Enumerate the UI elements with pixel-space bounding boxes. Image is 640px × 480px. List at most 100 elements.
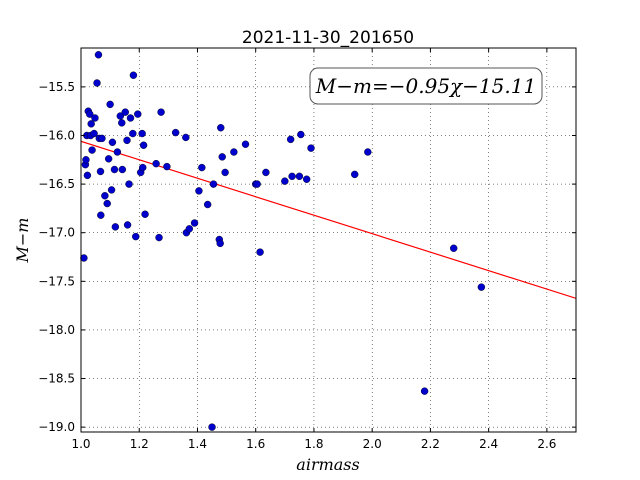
data-point	[83, 171, 92, 180]
data-point	[129, 129, 137, 138]
data-point	[94, 51, 103, 59]
data-point	[110, 165, 119, 174]
x-tick-label: 2.0	[363, 437, 382, 451]
data-point	[450, 244, 458, 252]
data-point	[88, 146, 96, 154]
y-tick-label: −19.0	[38, 420, 75, 434]
x-tick-labels: 1.0 1.2 1.4 1.6 1.8 2.0 2.2 2.4 2.6	[71, 437, 556, 451]
x-tick-label: 1.2	[130, 437, 149, 451]
data-point	[113, 148, 122, 156]
data-point	[253, 180, 261, 188]
equation-annotation: M−m=−0.95χ−15.11	[309, 67, 543, 105]
data-point	[307, 144, 315, 152]
data-point	[139, 141, 148, 149]
data-point	[86, 110, 94, 118]
data-point	[82, 156, 90, 164]
data-point	[101, 192, 109, 200]
data-point	[125, 180, 133, 188]
data-point	[295, 172, 304, 181]
y-tick-label: −16.0	[38, 128, 75, 142]
data-point	[203, 200, 212, 209]
data-point	[163, 162, 171, 171]
data-point	[123, 221, 132, 229]
data-point	[87, 120, 95, 128]
data-point	[281, 177, 289, 185]
data-point	[91, 114, 99, 122]
data-point	[129, 71, 138, 79]
data-point	[132, 232, 140, 241]
data-point	[138, 129, 146, 138]
data-point	[111, 223, 120, 231]
grid-lines	[80, 48, 576, 432]
y-tick-labels: −15.5 −16.0 −16.5 −17.0 −17.5 −18.0 −18.5 −19.0	[38, 80, 75, 434]
y-tick-label: −16.5	[38, 177, 75, 191]
data-point	[103, 199, 111, 208]
data-point	[152, 159, 160, 168]
data-point	[118, 119, 126, 127]
data-point	[302, 175, 311, 183]
x-tick-label: 1.6	[246, 437, 265, 451]
data-point	[297, 130, 305, 139]
data-point	[364, 148, 372, 156]
data-point	[171, 128, 180, 137]
data-point	[185, 225, 194, 233]
data-point	[134, 110, 142, 118]
x-tick-label: 1.8	[304, 437, 323, 451]
data-points	[80, 51, 486, 431]
data-point	[80, 254, 88, 262]
plot-frame	[80, 47, 577, 433]
x-tick-label: 2.2	[421, 437, 440, 451]
data-point	[420, 387, 429, 395]
x-axis-label: airmass	[296, 455, 359, 474]
data-point	[107, 186, 116, 194]
data-point	[198, 163, 206, 172]
data-point	[208, 423, 216, 431]
data-point	[123, 136, 131, 145]
y-axis-label: M−m	[13, 218, 32, 264]
data-point	[108, 138, 117, 146]
data-point	[104, 155, 113, 163]
data-point	[256, 248, 264, 256]
data-point	[97, 211, 105, 219]
equation-text: M−m=−0.95χ−15.11	[315, 74, 536, 98]
data-point	[351, 170, 359, 179]
data-point	[93, 79, 101, 87]
y-tick-label: −18.0	[38, 323, 75, 337]
data-point	[90, 129, 98, 138]
data-point	[217, 124, 225, 132]
data-point	[155, 233, 163, 242]
data-point	[230, 148, 238, 156]
data-point	[126, 114, 135, 122]
data-point	[106, 100, 114, 109]
data-point	[121, 108, 129, 116]
x-tick-label: 1.0	[71, 437, 90, 451]
data-point	[157, 108, 165, 116]
y-tick-label: −17.0	[38, 226, 75, 240]
data-point	[209, 180, 218, 188]
data-point	[216, 239, 224, 248]
axis-ticks	[80, 48, 576, 432]
data-point	[190, 219, 199, 227]
data-point	[241, 140, 250, 148]
data-point	[286, 135, 295, 144]
x-tick-label: 2.6	[537, 437, 556, 451]
data-point	[221, 168, 229, 177]
data-point	[262, 168, 270, 177]
data-point	[477, 283, 486, 291]
data-point	[118, 165, 127, 174]
data-point	[218, 153, 226, 161]
data-point	[96, 167, 105, 176]
y-tick-label: −17.5	[38, 274, 75, 288]
y-tick-label: −18.5	[38, 372, 75, 386]
x-tick-label: 1.4	[188, 437, 207, 451]
data-point	[182, 133, 190, 142]
data-point	[141, 210, 149, 218]
x-tick-label: 2.4	[479, 437, 498, 451]
data-point	[98, 134, 106, 143]
plot-clip	[80, 51, 576, 431]
data-point	[139, 163, 147, 172]
equation-box	[309, 67, 543, 105]
chart-title: 2021-11-30_201650	[242, 28, 414, 48]
